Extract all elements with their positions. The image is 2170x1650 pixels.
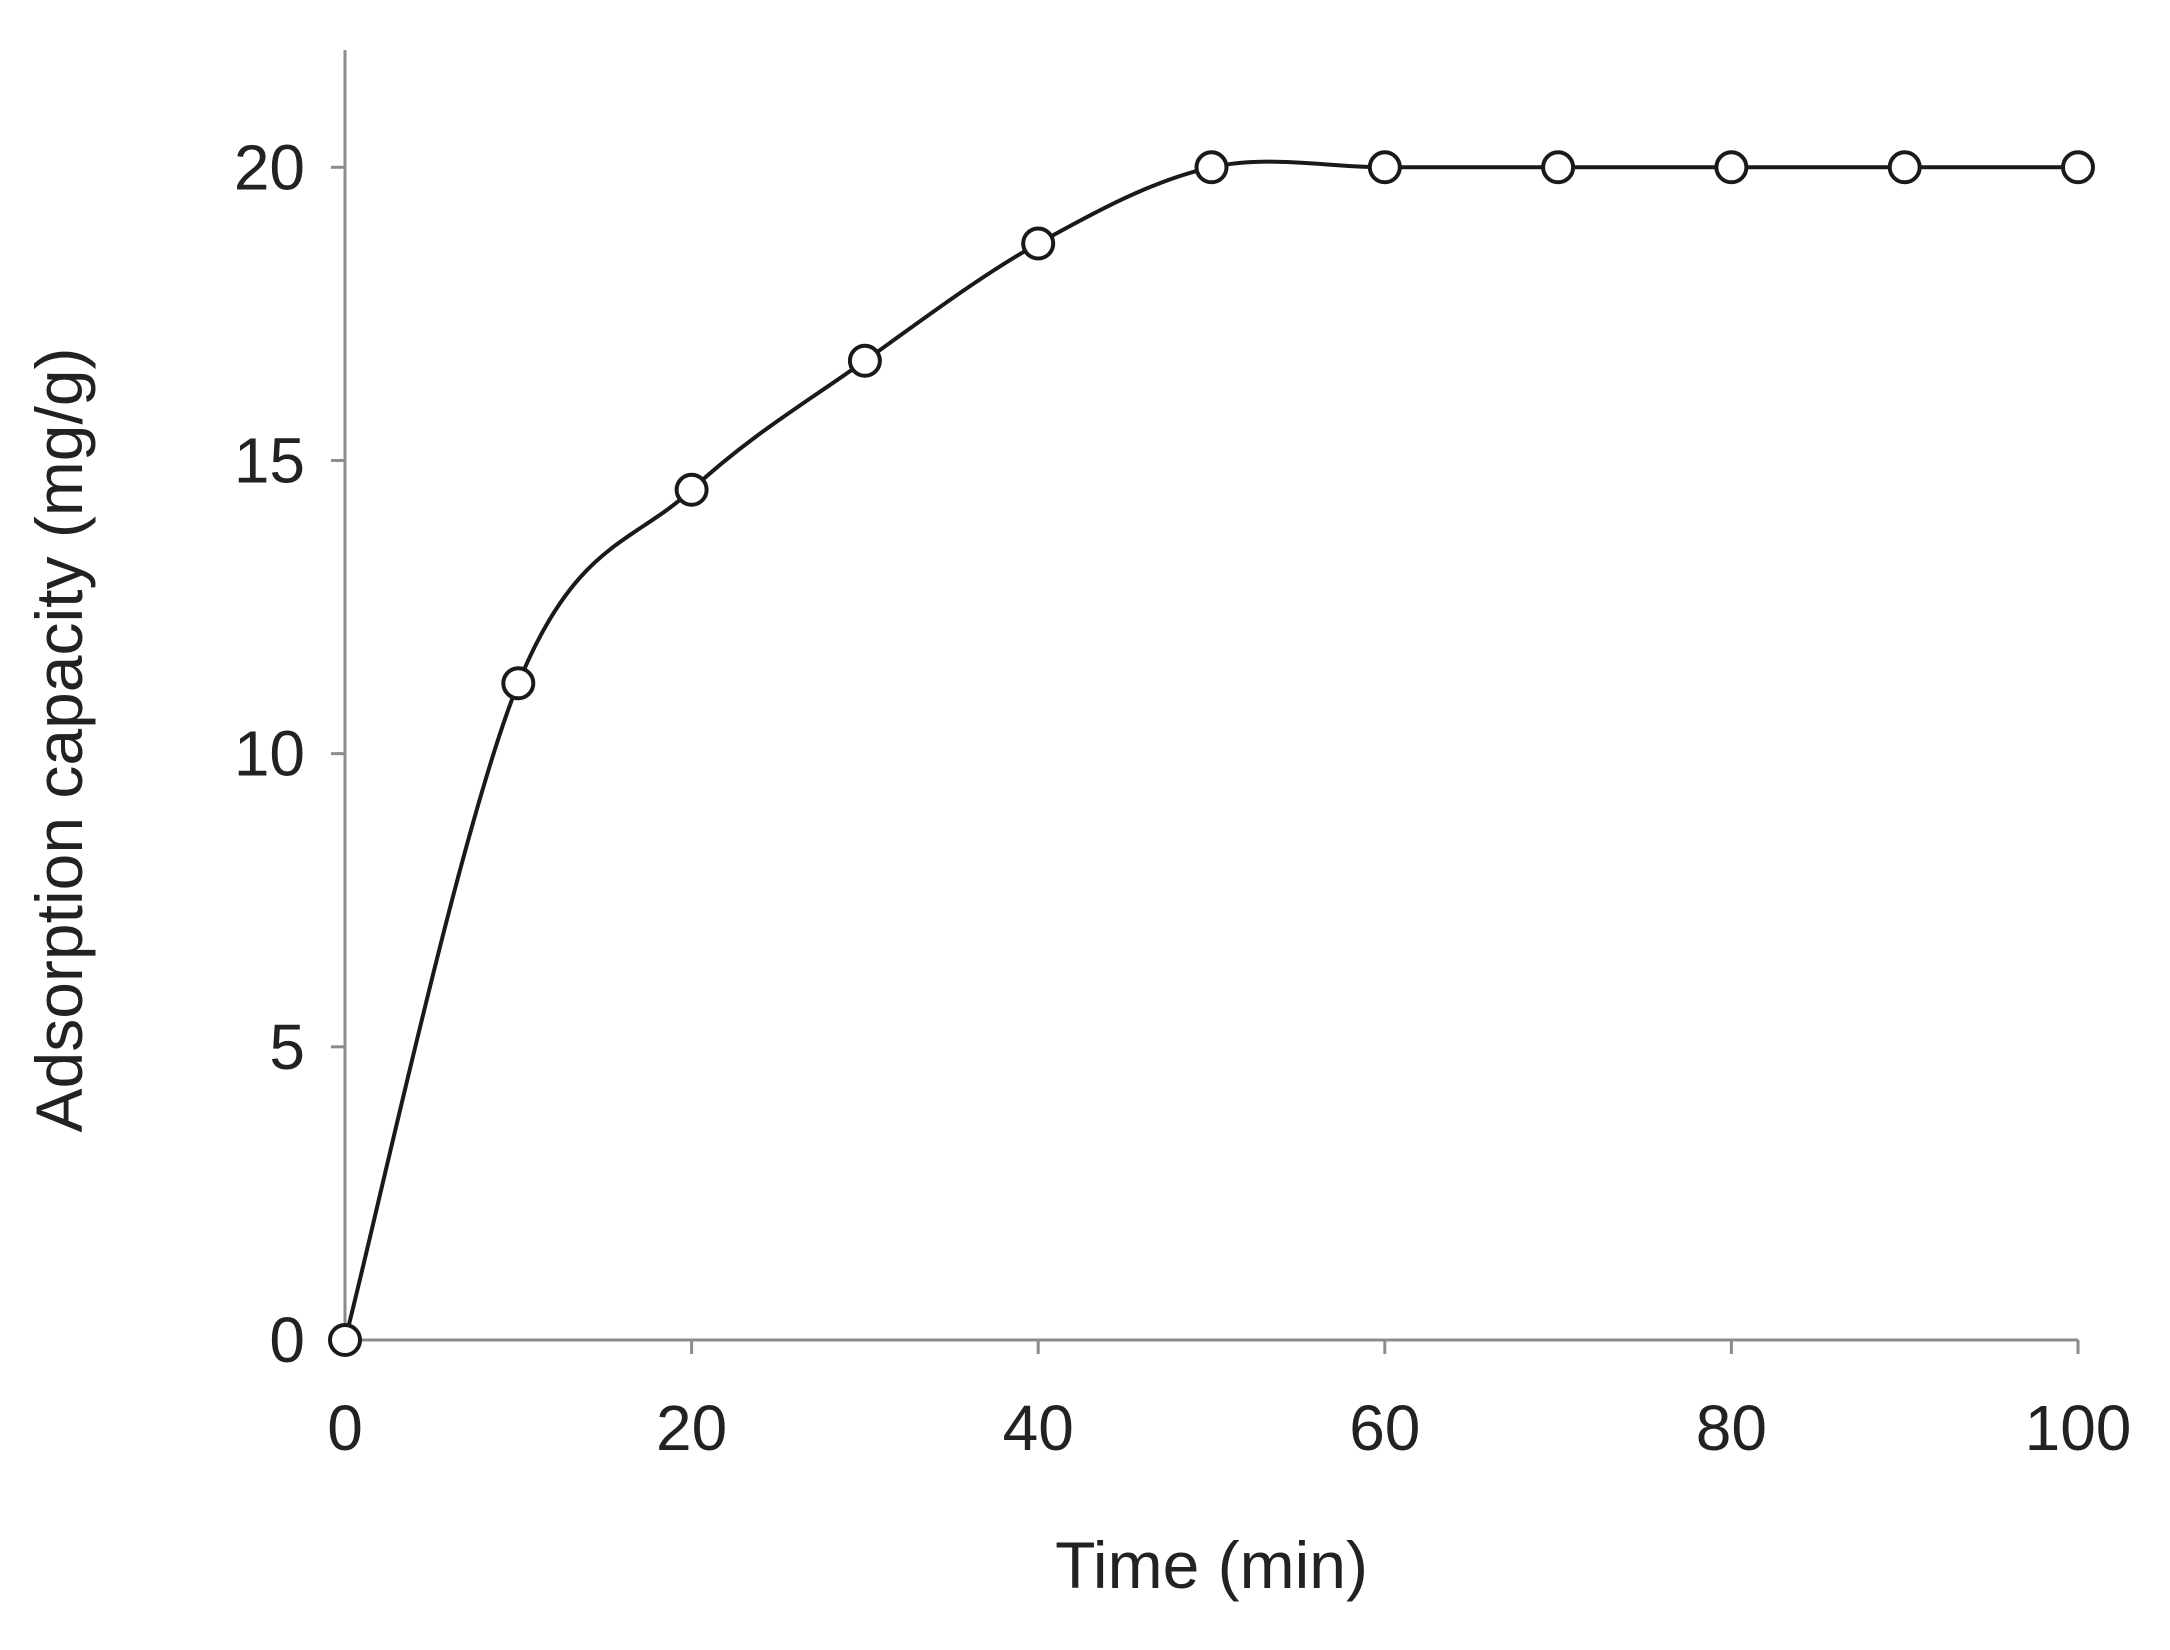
data-point [1887, 150, 1922, 185]
x-axis-title: Time (min) [1055, 1528, 1368, 1602]
x-tick-label: 80 [1696, 1392, 1767, 1464]
data-point [1021, 226, 1056, 261]
x-tick-label: 100 [2025, 1392, 2132, 1464]
y-tick-label: 10 [234, 718, 305, 790]
data-point [847, 343, 882, 378]
y-tick-label: 20 [234, 131, 305, 203]
ticks: 0 5 10 15 20 0 20 40 60 80 100 [234, 131, 2132, 1464]
data-point [328, 1323, 362, 1357]
y-tick-label: 5 [269, 1011, 305, 1083]
x-tick-label: 60 [1349, 1392, 1420, 1464]
data-point [1194, 150, 1229, 185]
data-point [501, 666, 536, 701]
x-tick-label: 40 [1003, 1392, 1074, 1464]
data-point [1714, 150, 1749, 185]
x-tick-label: 0 [327, 1392, 363, 1464]
series-line-layer [343, 159, 2078, 1341]
y-tick-label: 0 [269, 1304, 305, 1376]
data-point [1367, 150, 1402, 185]
x-tick-label: 20 [656, 1392, 727, 1464]
data-point [2061, 150, 2095, 185]
y-tick-label: 15 [234, 424, 305, 496]
series-line [343, 159, 2078, 1341]
y-axis-title: Adsorption capacity (mg/g) [22, 347, 96, 1132]
data-point [1541, 150, 1576, 185]
data-point [674, 472, 709, 507]
axes [343, 50, 2078, 1342]
data-points [328, 150, 2095, 1357]
